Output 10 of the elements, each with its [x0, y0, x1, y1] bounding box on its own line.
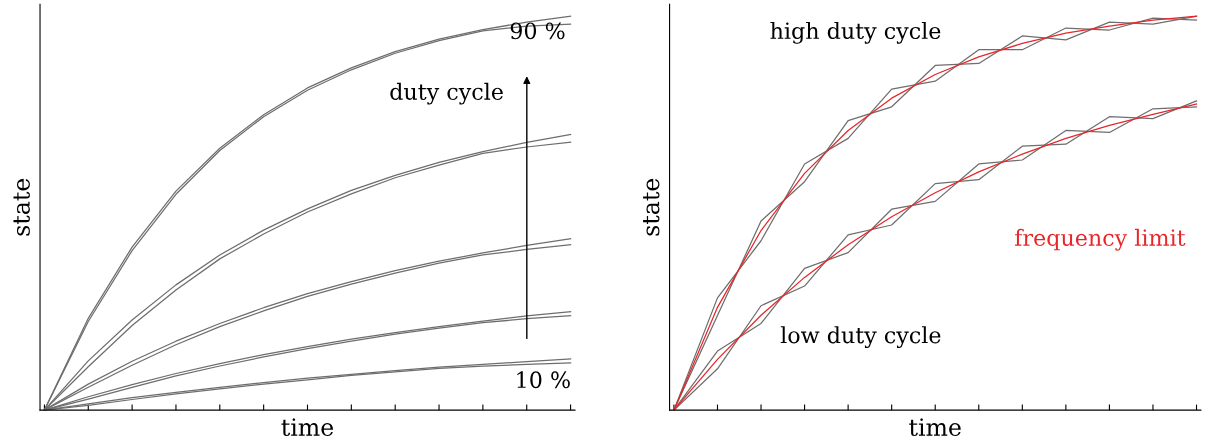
annotation: high duty cycle — [770, 21, 941, 44]
annotation: 10 % — [517, 371, 570, 389]
annotation: low duty cycle — [780, 326, 941, 349]
annotation: 90 % — [510, 22, 565, 40]
annotation: frequency limit — [1015, 228, 1186, 251]
y-axis-title: state — [643, 178, 660, 236]
y-axis-title: state — [13, 178, 30, 236]
x-axis-title: time — [281, 418, 334, 437]
annotation: duty cycle — [390, 82, 503, 105]
x-axis-title: time — [909, 418, 961, 437]
